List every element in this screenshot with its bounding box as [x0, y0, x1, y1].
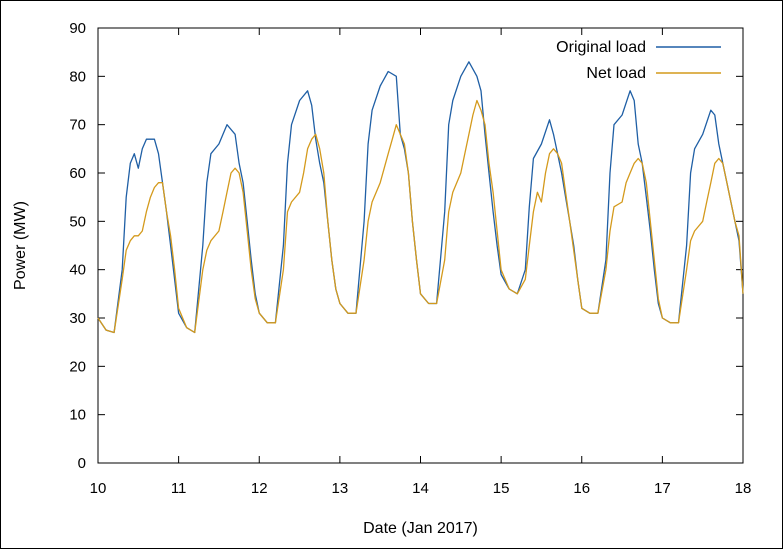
x-tick-label: 15 — [493, 480, 510, 497]
y-tick-label: 10 — [69, 407, 86, 424]
x-tick-label: 10 — [90, 480, 107, 497]
y-tick-label: 20 — [69, 358, 86, 375]
y-tick-label: 40 — [69, 262, 86, 279]
x-tick-label: 12 — [251, 480, 268, 497]
y-tick-label: 90 — [69, 20, 86, 37]
legend: Original load Net load — [556, 39, 721, 82]
y-tick-label: 0 — [78, 455, 86, 472]
y-axis-label: Power (MW) — [12, 201, 29, 290]
x-tick-label: 11 — [171, 480, 187, 497]
y-tick-label: 70 — [69, 117, 86, 134]
x-tick-label: 14 — [412, 480, 429, 497]
y-tick-label: 50 — [69, 213, 86, 230]
legend-label: Original load — [556, 39, 646, 56]
x-tick-label: 18 — [735, 480, 752, 497]
x-axis-label: Date (Jan 2017) — [363, 520, 478, 537]
x-tick-label: 17 — [654, 480, 671, 497]
plot-border — [97, 27, 744, 464]
legend-label: Net load — [586, 65, 646, 82]
x-tick-label: 16 — [573, 480, 590, 497]
y-tick-label: 80 — [69, 68, 86, 85]
y-tick-label: 30 — [69, 310, 86, 327]
series-line-net-load — [97, 99, 744, 334]
series-lines — [97, 61, 744, 334]
y-tick-label: 60 — [69, 165, 86, 182]
x-tick-label: 13 — [332, 480, 349, 497]
